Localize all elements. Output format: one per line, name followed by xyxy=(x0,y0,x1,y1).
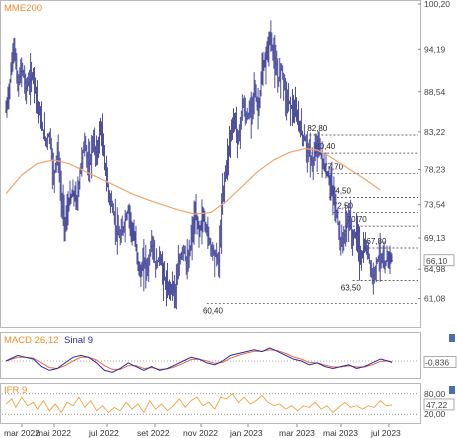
rsi-tick-label-0: 80,00 xyxy=(424,389,446,399)
x-tick-label-0: mar 2022 xyxy=(4,428,40,438)
price-tick-label-6: 69,13 xyxy=(424,233,446,243)
macd-panel-frame xyxy=(0,332,421,379)
level-label-6: 67,80 xyxy=(366,237,387,246)
price-tick-label-4: 78,23 xyxy=(424,164,446,174)
macd-scroll-marker[interactable] xyxy=(449,334,455,342)
x-tick-label-6: mar 2023 xyxy=(279,428,315,438)
price-panel-frame xyxy=(0,0,421,328)
rsi-current-label: 47,22 xyxy=(426,400,448,410)
rsi-panel-frame xyxy=(0,383,421,424)
x-tick-label-2: jul 2022 xyxy=(88,428,119,438)
price-axis-layer: 100,20 94,19 88,54 83,22 78,23 73,54 69,13 64,9… xyxy=(418,0,455,304)
mme200-layer xyxy=(5,147,381,215)
level-label-7: 63,50 xyxy=(341,283,362,292)
macd-current-box xyxy=(423,356,457,368)
rsi-line xyxy=(5,393,393,414)
price-bars-layer xyxy=(5,20,393,310)
x-tick-label-1: mai 2022 xyxy=(36,428,71,438)
current-price-label: 66,10 xyxy=(426,256,448,266)
rsi-tick-label-1: 20,00 xyxy=(424,409,446,419)
x-tick-label-7: mai 2023 xyxy=(323,428,358,438)
level-label-3: 74,50 xyxy=(331,187,352,196)
macd-current-label: -0,836 xyxy=(425,358,449,368)
mme200-line xyxy=(5,147,381,215)
macd-panel-title: MACD 26,12 xyxy=(4,335,58,346)
price-tick-label-3: 83,22 xyxy=(424,127,446,137)
x-tick-label-5: jan 2023 xyxy=(229,428,263,438)
x-tick-label-3: set 2022 xyxy=(137,428,170,438)
x-tick-label-4: nov 2022 xyxy=(183,428,218,438)
price-panel-title: MME200 xyxy=(4,3,42,14)
level-label-8: 60,40 xyxy=(203,307,224,316)
level-label-4: 72,50 xyxy=(333,202,354,211)
price-tick-label-8: 61,08 xyxy=(424,294,446,304)
rsi-panel-title: IFR 9 xyxy=(4,385,27,396)
level-label-0: 82,80 xyxy=(307,124,328,133)
x-tick-label-8: jul 2023 xyxy=(370,428,401,438)
macd-signal-line xyxy=(5,349,393,370)
current-price-box xyxy=(423,254,455,267)
price-tick-label-7: 64,98 xyxy=(424,264,446,274)
macd-signal-label: Sinal 9 xyxy=(64,335,93,346)
level-label-2: 77,70 xyxy=(323,162,344,171)
level-label-1: 80,40 xyxy=(315,142,336,151)
rsi-current-box xyxy=(423,398,455,411)
price-tick-label-2: 88,54 xyxy=(424,87,446,97)
price-tick-label-1: 94,19 xyxy=(424,44,446,54)
price-tick-label-0: 100,20 xyxy=(424,0,450,9)
rsi-scroll-marker[interactable] xyxy=(449,386,455,394)
macd-line xyxy=(5,347,393,373)
price-tick-label-5: 73,54 xyxy=(424,200,446,210)
macd-layer: -0,836 xyxy=(2,347,457,373)
